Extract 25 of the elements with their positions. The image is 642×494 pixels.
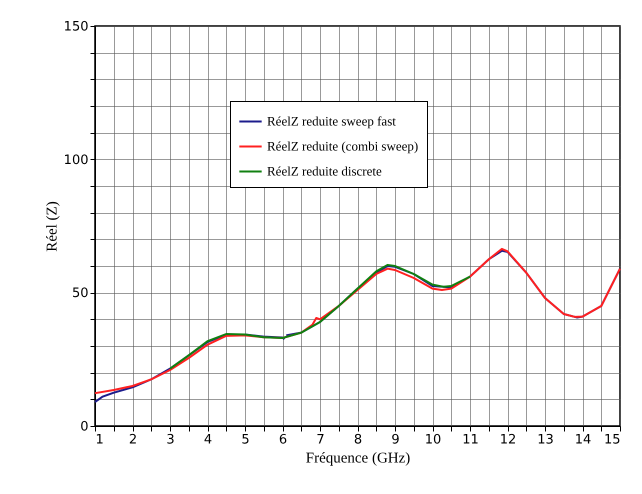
x-tick-label: 6: [278, 432, 288, 448]
x-tick-label: 9: [391, 432, 400, 448]
x-tick-label: 1: [96, 432, 104, 448]
x-tick-label: 12: [500, 432, 516, 448]
x-tick-label: 11: [462, 432, 479, 448]
y-axis-title: Réel (Z): [44, 201, 61, 252]
x-tick-label: 13: [537, 432, 554, 448]
legend-label: RéelZ reduite sweep fast: [267, 114, 396, 128]
x-tick-label: 2: [128, 432, 138, 448]
line-series: [169, 264, 471, 370]
y-tick-label: 0: [80, 420, 88, 434]
x-tick-label: 3: [166, 432, 175, 448]
x-tick-label: 7: [316, 432, 325, 448]
x-tick-label: 10: [424, 432, 442, 448]
x-tick-label: 4: [204, 432, 212, 448]
x-tick-label: 14: [574, 432, 592, 448]
x-tick-label: 8: [354, 432, 362, 448]
x-tick-label: 5: [241, 432, 250, 448]
x-axis-title: Fréquence (GHz): [306, 450, 410, 466]
x-tick-label: 15: [604, 432, 620, 448]
legend-label: RéelZ reduite discrete: [267, 164, 382, 178]
legend-label: RéelZ reduite (combi sweep): [267, 138, 418, 154]
y-tick-label: 100: [64, 152, 88, 168]
y-tick-label: 150: [64, 20, 88, 34]
y-tick-label: 50: [72, 286, 88, 302]
